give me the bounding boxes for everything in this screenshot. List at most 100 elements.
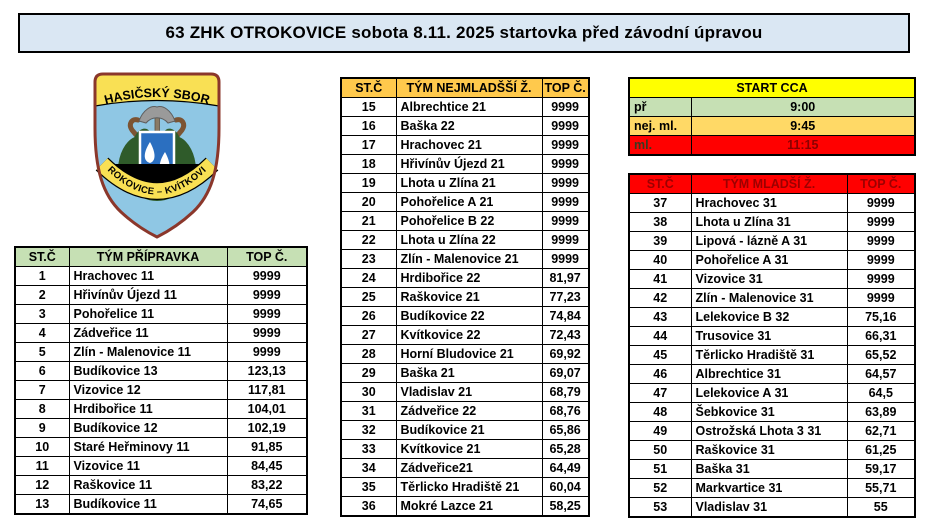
team-name: Lipová - lázně A 31 — [690, 231, 848, 251]
top-time: 9999 — [541, 97, 590, 117]
top-time: 9999 — [541, 192, 590, 212]
table-row: 43 Lelekovice B 32 75,16 — [628, 307, 916, 327]
category-label: př — [628, 97, 692, 117]
start-number: 29 — [340, 363, 397, 383]
team-name: Hrachovec 21 — [395, 135, 543, 155]
start-number: 36 — [340, 496, 397, 517]
table-row: př 9:00 — [628, 97, 916, 117]
top-time: 9999 — [226, 285, 308, 305]
start-number: 16 — [340, 116, 397, 136]
table-row: 15 Albrechtice 21 9999 — [340, 97, 590, 117]
column-header: ST.Č — [14, 246, 70, 267]
column-header: TÝM MLADŠÍ Ž. — [690, 173, 848, 194]
table-row: 50 Raškovice 31 61,25 — [628, 440, 916, 460]
column-header: TOP Č. — [846, 173, 916, 194]
top-time: 64,57 — [846, 364, 916, 384]
start-number: 20 — [340, 192, 397, 212]
table-row: 48 Šebkovice 31 63,89 — [628, 402, 916, 422]
category-label: ml. — [628, 135, 692, 156]
header-row: START CCA — [628, 77, 916, 98]
team-name: Hřivínův Újezd 11 — [68, 285, 228, 305]
start-number: 3 — [14, 304, 70, 324]
team-name: Vladislav 31 — [690, 497, 848, 518]
table-row: 28 Horní Bludovice 21 69,92 — [340, 344, 590, 364]
top-time: 9999 — [226, 323, 308, 343]
page-title: 63 ZHK OTROKOVICE sobota 8.11. 2025 star… — [18, 13, 910, 53]
table-row: 52 Markvartice 31 55,71 — [628, 478, 916, 498]
table-row: 25 Raškovice 21 77,23 — [340, 287, 590, 307]
top-time: 117,81 — [226, 380, 308, 400]
team-name: Šebkovice 31 — [690, 402, 848, 422]
team-name: Hrachovec 31 — [690, 193, 848, 213]
top-time: 68,76 — [541, 401, 590, 421]
top-time: 65,28 — [541, 439, 590, 459]
team-name: Lelekovice A 31 — [690, 383, 848, 403]
table-row: nej. ml. 9:45 — [628, 116, 916, 136]
table-start-cca: START CCA př 9:00 nej. ml. 9:45 ml. 11:15 — [628, 77, 916, 156]
start-number: 26 — [340, 306, 397, 326]
start-number: 45 — [628, 345, 692, 365]
table-row: 35 Těrlicko Hradiště 21 60,04 — [340, 477, 590, 497]
team-name: Vladislav 21 — [395, 382, 543, 402]
top-time: 102,19 — [226, 418, 308, 438]
team-name: Pohořelice A 21 — [395, 192, 543, 212]
top-time: 58,25 — [541, 496, 590, 517]
table-row: 31 Zádveřice 22 68,76 — [340, 401, 590, 421]
start-number: 47 — [628, 383, 692, 403]
top-time: 55 — [846, 497, 916, 518]
team-name: Lhota u Zlína 22 — [395, 230, 543, 250]
svg-text:HASIČSKÝ SBOR: HASIČSKÝ SBOR — [103, 85, 211, 107]
top-time: 83,22 — [226, 475, 308, 495]
table-row: 51 Baška 31 59,17 — [628, 459, 916, 479]
column-header: TOP Č. — [226, 246, 308, 267]
top-time: 123,13 — [226, 361, 308, 381]
team-name: Vizovice 11 — [68, 456, 228, 476]
start-number: 21 — [340, 211, 397, 231]
table-title: START CCA — [628, 77, 916, 98]
start-number: 24 — [340, 268, 397, 288]
team-name: Hrachovec 11 — [68, 266, 228, 286]
table-pripravka: ST.Č TÝM PŘÍPRAVKA TOP Č. 1 Hrachovec 11 9999… — [14, 246, 308, 515]
team-name: Těrlicko Hradiště 31 — [690, 345, 848, 365]
start-number: 48 — [628, 402, 692, 422]
team-name: Markvartice 31 — [690, 478, 848, 498]
team-name: Kvítkovice 21 — [395, 439, 543, 459]
start-number: 41 — [628, 269, 692, 289]
column-header: TOP Č. — [541, 77, 590, 98]
top-time: 72,43 — [541, 325, 590, 345]
team-name: Pohořelice A 31 — [690, 250, 848, 270]
table-row: 38 Lhota u Zlína 31 9999 — [628, 212, 916, 232]
table-row: 16 Baška 22 9999 — [340, 116, 590, 136]
team-name: Raškovice 11 — [68, 475, 228, 495]
column-header: ST.Č — [628, 173, 692, 194]
top-time: 55,71 — [846, 478, 916, 498]
table-row: 20 Pohořelice A 21 9999 — [340, 192, 590, 212]
table-row: 53 Vladislav 31 55 — [628, 497, 916, 518]
table-row: 30 Vladislav 21 68,79 — [340, 382, 590, 402]
table-mladsi-zaci: ST.Č TÝM MLADŠÍ Ž. TOP Č. 37 Hrachovec 31 999… — [628, 173, 916, 518]
table-nejmladsi-zaci: ST.Č TÝM NEJMLADŠŠÍ Ž. TOP Č. 15 Albrechtice… — [340, 77, 590, 517]
table-row: 12 Raškovice 11 83,22 — [14, 475, 308, 495]
team-name: Kvítkovice 22 — [395, 325, 543, 345]
top-time: 9999 — [846, 231, 916, 251]
table-row: 33 Kvítkovice 21 65,28 — [340, 439, 590, 459]
start-number: 35 — [340, 477, 397, 497]
team-name: Albrechtice 21 — [395, 97, 543, 117]
header-row: ST.Č TÝM NEJMLADŠŠÍ Ž. TOP Č. — [340, 77, 590, 98]
top-time: 9999 — [541, 211, 590, 231]
fire-brigade-logo: HASIČSKÝ SBOR OTROKOVICE – KVÍTKOVICE — [78, 58, 232, 246]
start-number: 46 — [628, 364, 692, 384]
team-name: Baška 22 — [395, 116, 543, 136]
table-row: 17 Hrachovec 21 9999 — [340, 135, 590, 155]
team-name: Horní Bludovice 21 — [395, 344, 543, 364]
team-name: Albrechtice 31 — [690, 364, 848, 384]
table-row: 34 Zádveřice21 64,49 — [340, 458, 590, 478]
start-time: 9:45 — [690, 116, 916, 136]
top-time: 9999 — [541, 154, 590, 174]
start-number: 6 — [14, 361, 70, 381]
table-row: 2 Hřivínův Újezd 11 9999 — [14, 285, 308, 305]
top-time: 75,16 — [846, 307, 916, 327]
header-row: ST.Č TÝM MLADŠÍ Ž. TOP Č. — [628, 173, 916, 194]
start-number: 31 — [340, 401, 397, 421]
top-time: 62,71 — [846, 421, 916, 441]
